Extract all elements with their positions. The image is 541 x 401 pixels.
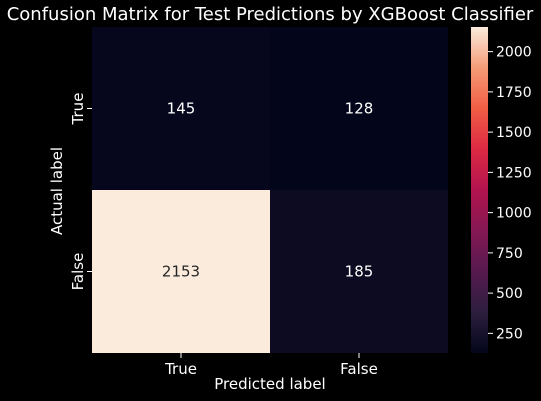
y-axis-ticks: True False (69, 93, 92, 291)
colorbar-tick-label: 1750 (496, 85, 532, 101)
colorbar-tick-label: 1000 (496, 206, 532, 222)
colorbar-ticks: 250 500 750 1000 1250 1500 1750 2000 (488, 45, 532, 342)
colorbar-tick-label: 1250 (496, 165, 532, 181)
x-tick-label: False (340, 360, 378, 378)
y-axis-label: Actual label (48, 147, 66, 235)
heatmap-cell (92, 190, 270, 353)
heatmap-cell (270, 27, 448, 190)
heatmap-cell (270, 190, 448, 353)
cell-value-label: 2153 (162, 263, 200, 281)
cell-value-label: 185 (345, 263, 374, 281)
y-tick-label: True (69, 93, 87, 126)
heatmap-cell (92, 27, 270, 190)
cell-value-label: 128 (345, 100, 374, 118)
colorbar (471, 27, 488, 353)
chart-title: Confusion Matrix for Test Predictions by… (7, 4, 534, 25)
x-axis-label: Predicted label (214, 375, 325, 393)
colorbar-tick-label: 500 (496, 286, 523, 302)
cell-value-label: 145 (167, 100, 196, 118)
x-tick-label: True (164, 360, 197, 378)
colorbar-tick-label: 2000 (496, 45, 532, 61)
y-tick-label: False (69, 253, 87, 291)
heatmap-cells (92, 27, 448, 353)
colorbar-tick-label: 250 (496, 326, 523, 342)
colorbar-tick-label: 750 (496, 246, 523, 262)
heatmap-annotations: 145 128 2153 185 (162, 100, 373, 281)
colorbar-tick-label: 1500 (496, 125, 532, 141)
x-axis-ticks: True False (164, 353, 378, 378)
